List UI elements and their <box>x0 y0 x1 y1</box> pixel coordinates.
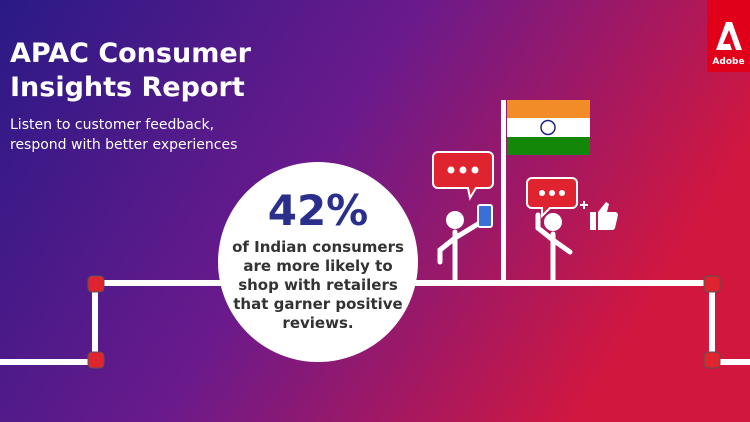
logo-box <box>707 0 750 72</box>
pipe-joints <box>87 275 721 369</box>
person-right <box>535 212 573 286</box>
stat-description-line: reviews. <box>282 314 353 332</box>
thumbs-up-icon <box>580 201 618 231</box>
title-line: Insights Report <box>10 72 245 103</box>
title-line: APAC Consumer <box>10 38 252 69</box>
stat-description-line: are more likely to <box>243 257 392 275</box>
stat-description-line: shop with retailers <box>238 276 398 294</box>
stat-description-line: that garner positive <box>233 295 402 313</box>
logo-text: Adobe <box>712 57 744 67</box>
speech-bubbles <box>432 151 578 219</box>
india-flag <box>501 100 590 285</box>
subtitle-line: Listen to customer feedback, <box>10 117 214 133</box>
person-left <box>437 204 493 286</box>
stat-figure: 42% <box>268 186 369 235</box>
subtitle-line: respond with better experiences <box>10 137 237 153</box>
stat-description-line: of Indian consumers <box>232 238 404 256</box>
logo-mark <box>716 22 742 50</box>
stat-circle <box>218 162 418 362</box>
